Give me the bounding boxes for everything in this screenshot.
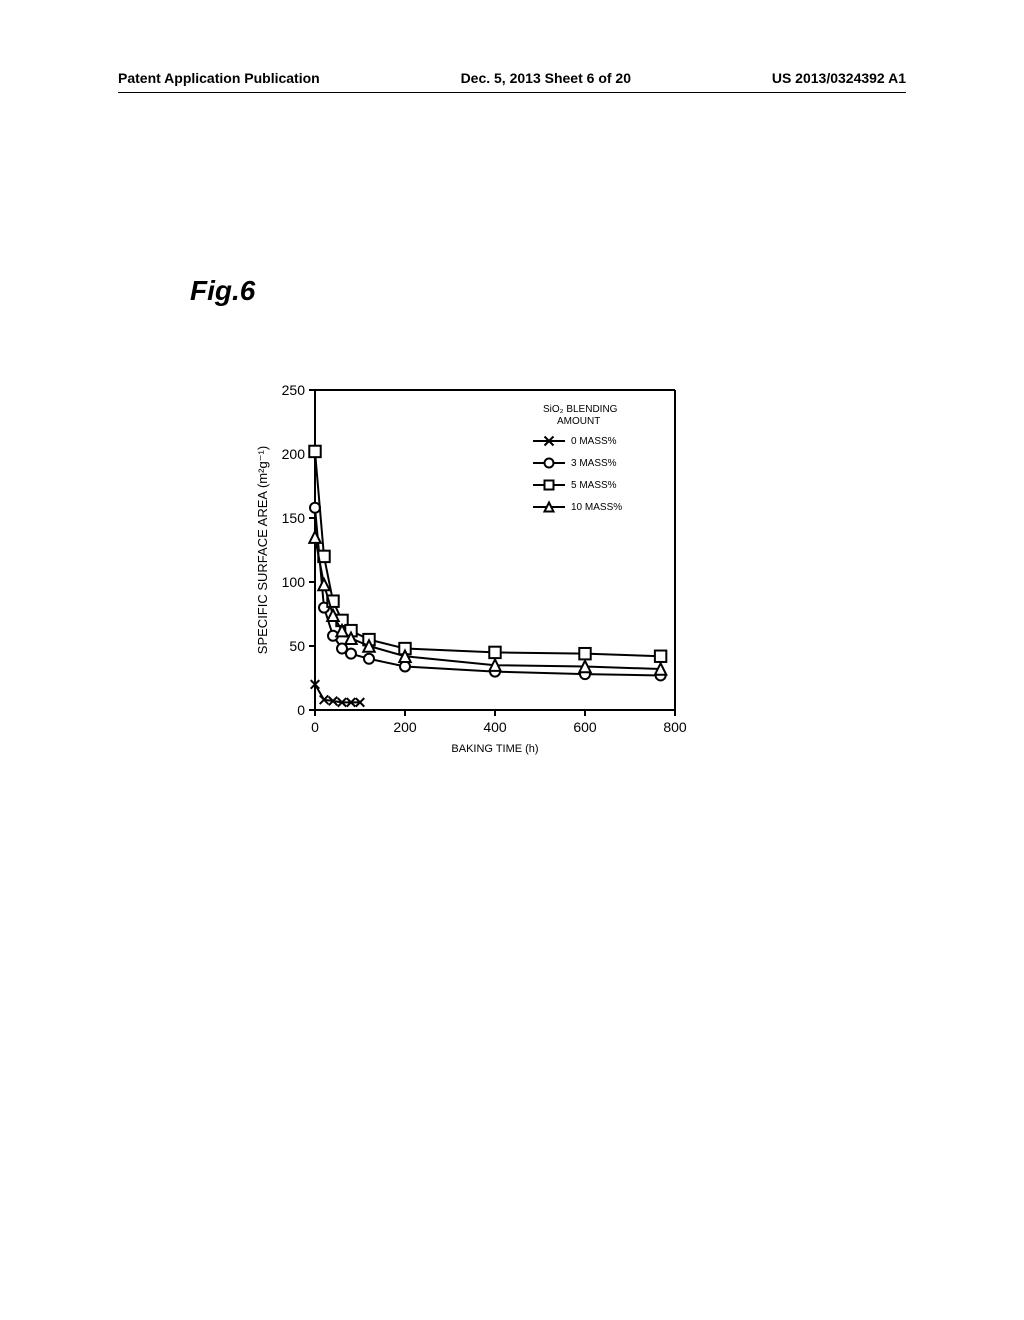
y-tick-label: 0 [297,702,305,718]
marker-square [489,647,500,658]
legend-label: 0 MASS% [571,436,617,447]
marker-circle [346,649,356,659]
marker-circle [310,503,320,513]
x-axis-label: BAKING TIME (h) [451,743,538,755]
legend-title: SiO₂ BLENDING [543,404,618,415]
marker-circle [400,661,410,671]
legend-label: 5 MASS% [571,480,617,491]
legend-label: 10 MASS% [571,502,622,513]
page: Patent Application Publication Dec. 5, 2… [0,0,1024,1320]
marker-square [655,651,666,662]
marker-square [545,481,554,490]
legend-label: 3 MASS% [571,458,617,469]
y-tick-label: 100 [282,574,306,590]
header-right: US 2013/0324392 A1 [772,70,906,86]
y-tick-label: 250 [282,382,306,398]
header-left: Patent Application Publication [118,70,320,86]
marker-triangle [309,531,320,542]
x-tick-label: 200 [393,719,417,735]
legend-title2: AMOUNT [557,416,600,427]
marker-triangle [545,503,554,512]
x-tick-label: 400 [483,719,507,735]
y-axis-label: SPECIFIC SURFACE AREA (m²g⁻¹) [255,446,270,654]
marker-square [309,446,320,457]
x-tick-label: 600 [573,719,597,735]
y-tick-label: 150 [282,510,306,526]
marker-circle [545,459,554,468]
x-tick-label: 800 [663,719,687,735]
x-tick-label: 0 [311,719,319,735]
marker-circle [364,654,374,664]
header-divider [118,92,906,93]
y-tick-label: 50 [289,638,305,654]
header-row: Patent Application Publication Dec. 5, 2… [118,70,906,86]
chart-svg: 0 50 100 150 200 250 0 200 400 600 800 SPECIFIC SUR… [245,380,715,780]
chart-container: 0 50 100 150 200 250 0 200 400 600 800 SPECIFIC SUR… [245,380,715,780]
figure-title: Fig.6 [190,275,255,307]
header-center: Dec. 5, 2013 Sheet 6 of 20 [461,70,631,86]
y-tick-label: 200 [282,446,306,462]
marker-square [579,648,590,659]
